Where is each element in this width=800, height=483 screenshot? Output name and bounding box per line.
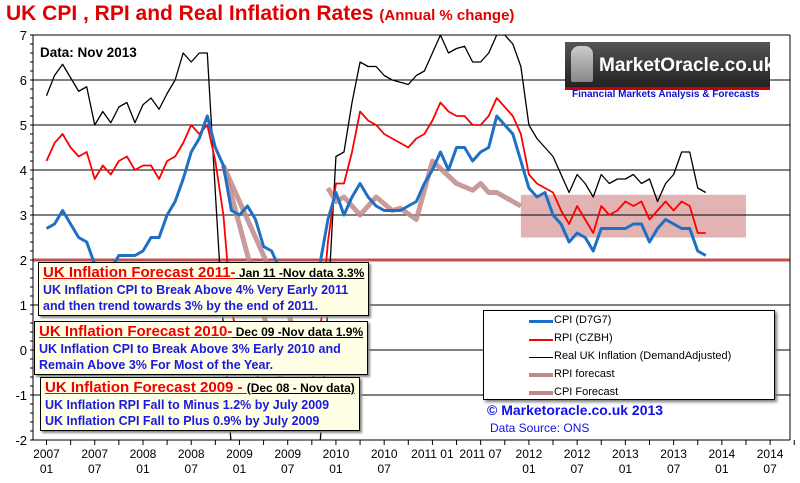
y-tick-label: 4 [20, 163, 27, 178]
x-tick-year: 2009 [274, 447, 301, 461]
annotation-forecast-2011: UK Inflation Forecast 2011- Jan 11 -Nov … [38, 262, 370, 316]
annotation-subheading: Dec 09 -Nov data 1.9% [232, 325, 364, 339]
x-tick-month: 07 [378, 462, 392, 476]
x-tick-month: 01 [40, 462, 54, 476]
chart-legend: CPI (D7G7) RPI (CZBH) Real UK Inflation … [483, 310, 775, 400]
y-tick-label: 1 [20, 298, 27, 313]
annotation-forecast-2009: UK Inflation Forecast 2009 - (Dec 08 - N… [40, 377, 360, 431]
statue-icon [571, 46, 593, 82]
x-tick-month: 01 [329, 462, 343, 476]
x-tick-year: 2009 [226, 447, 253, 461]
series-line-rpi [45, 97, 706, 423]
x-tick-year: 2013 [660, 447, 687, 461]
x-tick-label: 2007 01 [33, 447, 60, 476]
x-tick-year: 2010 [371, 447, 398, 461]
x-tick-month: 07 [281, 462, 295, 476]
x-tick-year: 2012 [516, 447, 543, 461]
legend-swatch [529, 339, 553, 341]
x-tick-label: 2013 07 [660, 447, 687, 476]
legend-label: RPI (CZBH) [554, 332, 613, 344]
annotation-heading: UK Inflation Forecast 2009 - [45, 379, 247, 396]
x-tick-month: 01 [233, 462, 247, 476]
annotation-heading: UK Inflation Forecast 2011- [43, 264, 236, 281]
y-tick-label: 0 [20, 343, 27, 358]
x-tick-month: 01 [522, 462, 536, 476]
subtitle-text: (Annual % change) [379, 7, 515, 24]
x-tick-label: 2014 01 [709, 447, 736, 476]
x-tick-month: 01 [136, 462, 150, 476]
x-tick-label: 2007 07 [81, 447, 108, 476]
y-tick-label: 7 [20, 28, 27, 43]
y-tick-label: -2 [15, 433, 27, 448]
x-tick-month: 07 [570, 462, 584, 476]
legend-swatch [529, 357, 553, 358]
y-tick-label: -1 [15, 388, 27, 403]
x-tick-year: 2013 [612, 447, 639, 461]
x-tick-label: 2012 07 [564, 447, 591, 476]
legend-label: RPI forecast [554, 368, 615, 380]
logo-text: MarketOracle.co.uk [599, 55, 775, 76]
x-tick-year: 2014 [709, 447, 736, 461]
x-tick-year: 2007 [33, 447, 60, 461]
title-text: UK CPI , RPI and Real Inflation Rates [6, 2, 374, 25]
series-line-cpi [45, 114, 707, 302]
legend-label: CPI (D7G7) [554, 314, 612, 326]
x-tick-month: 01 [715, 462, 729, 476]
legend-label: Real UK Inflation (DemandAdjusted) [554, 350, 732, 362]
annotation-subheading: Jan 11 -Nov data 3.3% [235, 266, 365, 280]
marketoracle-logo: MarketOracle.co.uk [565, 42, 774, 90]
x-tick-label: 2011 07 [459, 447, 502, 461]
x-tick-label: 2008 07 [178, 447, 205, 476]
legend-label: CPI Forecast [554, 386, 619, 398]
x-tick-label: 2014 07 [757, 447, 784, 476]
x-tick-month: 01 [619, 462, 633, 476]
x-tick-label: 2013 01 [612, 447, 639, 476]
y-tick-label: 6 [20, 73, 27, 88]
chart-title: UK CPI , RPI and Real Inflation Rates (A… [6, 2, 514, 26]
series-line-real [45, 35, 707, 440]
x-tick-label: 2011 01 [411, 447, 454, 461]
x-tick-year: 2014 [757, 447, 784, 461]
annotation-line: UK Inflation CPI to Break Above 3% Early… [39, 342, 341, 356]
x-tick-month: 07 [88, 462, 102, 476]
series-line-cpi_forecast [325, 158, 523, 222]
x-tick-label: 2010 01 [323, 447, 350, 476]
x-tick-month: 07 [185, 462, 199, 476]
x-tick-year: 2010 [323, 447, 350, 461]
logo-tagline: Financial Markets Analysis & Forecasts [572, 89, 760, 100]
y-tick-label: 2 [20, 253, 27, 268]
x-tick-label: 2012 01 [516, 447, 543, 476]
y-tick-label: 3 [20, 208, 27, 223]
legend-swatch [529, 320, 553, 323]
data-source-text: Data Source: ONS [490, 421, 590, 435]
x-tick-label: 2009 01 [226, 447, 253, 476]
target-band [520, 194, 746, 238]
annotation-line: Remain Above 3% For Most of the Year. [39, 358, 274, 372]
x-tick-year: 2012 [564, 447, 591, 461]
y-tick-label: 5 [20, 118, 27, 133]
annotation-subheading: (Dec 08 - Nov data) [246, 381, 355, 395]
legend-swatch [529, 373, 553, 377]
x-tick-month: 07 [763, 462, 777, 476]
x-tick-year: 2007 [81, 447, 108, 461]
x-tick-label: 2010 07 [371, 447, 398, 476]
annotation-line: UK Inflation RPI Fall to Minus 1.2% by J… [45, 398, 330, 412]
annotation-forecast-2010: UK Inflation Forecast 2010- Dec 09 -Nov … [34, 321, 369, 375]
annotation-line: UK Inflation CPI Fall to Plus 0.9% by Ju… [45, 414, 320, 428]
x-tick-month: 07 [667, 462, 681, 476]
annotation-line: UK Inflation CPI to Break Above 4% Very … [43, 283, 349, 297]
annotation-line: and then trend towards 3% by the end of … [43, 299, 319, 313]
x-tick-year: 2008 [178, 447, 205, 461]
data-date-label: Data: Nov 2013 [40, 45, 137, 60]
x-tick-year: 2008 [130, 447, 157, 461]
legend-swatch [529, 391, 553, 395]
copyright-text: © Marketoracle.co.uk 2013 [487, 402, 664, 418]
x-tick-label: 2009 07 [274, 447, 301, 476]
annotation-heading: UK Inflation Forecast 2010- [39, 323, 233, 340]
x-tick-label: 2008 01 [130, 447, 157, 476]
